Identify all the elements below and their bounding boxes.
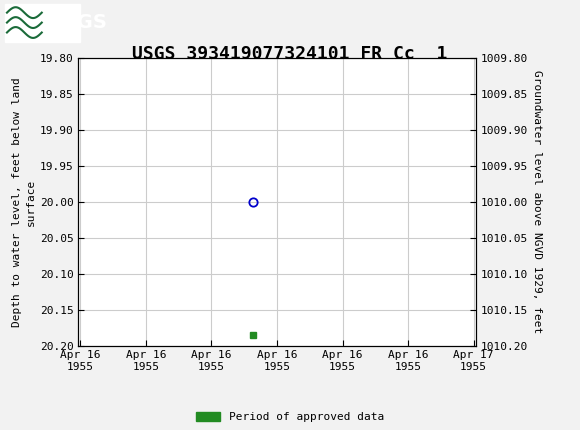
Bar	[5, 3, 80, 42]
Legend: Period of approved data: Period of approved data	[195, 412, 385, 422]
Y-axis label: Depth to water level, feet below land
surface: Depth to water level, feet below land su…	[12, 77, 35, 327]
Text: USGS: USGS	[48, 13, 107, 32]
Y-axis label: Groundwater level above NGVD 1929, feet: Groundwater level above NGVD 1929, feet	[532, 71, 542, 334]
Text: USGS 393419077324101 FR Cc  1: USGS 393419077324101 FR Cc 1	[132, 45, 448, 63]
